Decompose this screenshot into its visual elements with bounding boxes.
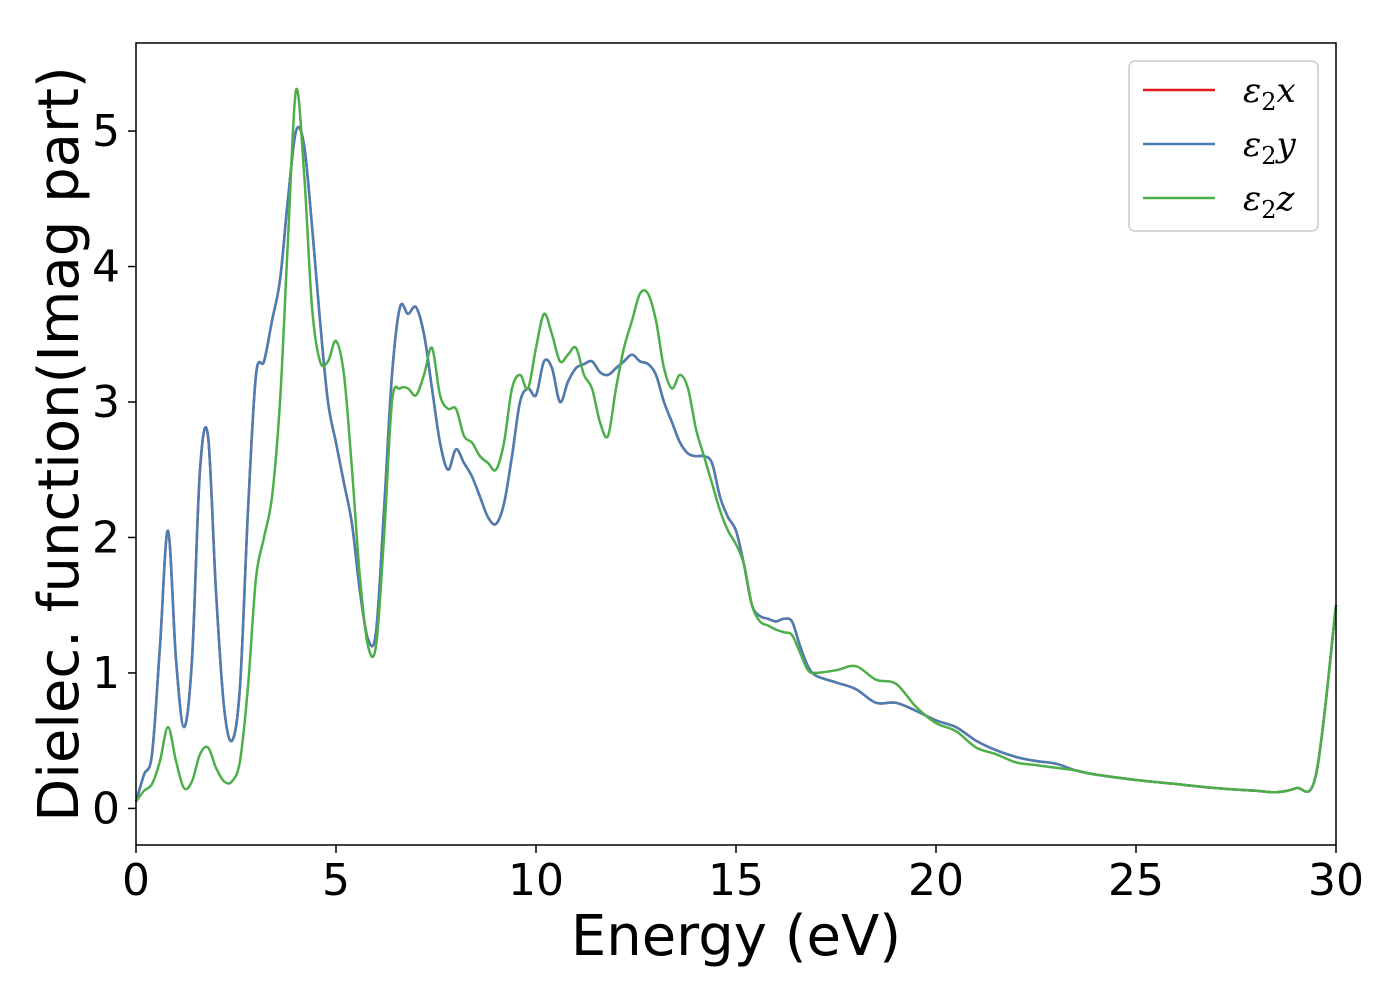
y-axis-label: Dielec. function(Imag part) [27, 66, 92, 822]
x-tick-label: 5 [322, 855, 350, 906]
series-line-z [134, 87, 1338, 803]
legend: ε2x ε2y ε2z [1128, 60, 1319, 232]
legend-box [1128, 60, 1319, 232]
y-tick-label: 4 [92, 242, 120, 293]
legend-label-x: ε2x [1243, 71, 1296, 116]
series-layer [134, 87, 1338, 803]
x-axis-label: Energy (eV) [571, 904, 901, 969]
x-axis: 0 5 10 15 20 25 30 [122, 845, 1364, 906]
x-tick-label: 0 [122, 855, 150, 906]
y-tick-label: 5 [92, 106, 120, 157]
x-tick-label: 25 [1108, 855, 1164, 906]
x-tick-label: 10 [508, 855, 564, 906]
y-tick-label: 3 [92, 377, 120, 428]
y-tick-label: 0 [92, 783, 120, 834]
y-axis: 0 1 2 3 4 5 [92, 106, 136, 834]
x-tick-label: 30 [1308, 855, 1364, 906]
series-line-y [134, 125, 1338, 802]
legend-label-z: ε2z [1243, 179, 1296, 224]
y-tick-label: 1 [92, 648, 120, 699]
x-tick-label: 15 [708, 855, 764, 906]
x-tick-label: 20 [908, 855, 964, 906]
y-tick-label: 2 [92, 512, 120, 563]
legend-label-y: ε2y [1243, 125, 1297, 170]
